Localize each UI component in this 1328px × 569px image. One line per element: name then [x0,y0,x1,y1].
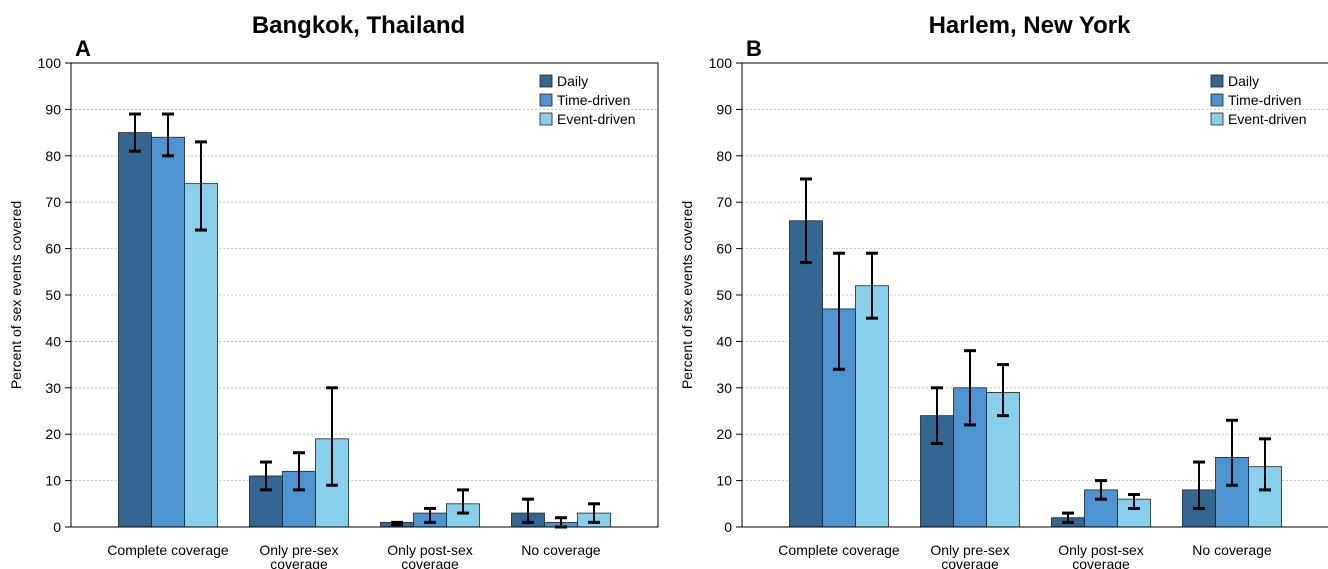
legend-label: Daily [1228,73,1259,89]
error-bar [964,349,976,427]
y-tick-label: 50 [45,287,61,303]
chart-title: Harlem, New York [929,12,1132,39]
error-bar [1095,479,1107,501]
error-bar [260,460,272,492]
legend-swatch [1210,93,1224,107]
x-tick-label: coverage [270,556,328,569]
y-tick-label: 90 [45,101,61,117]
y-tick-label: 0 [724,519,732,535]
error-bar [293,451,305,492]
x-tick-label: coverage [401,556,459,569]
x-tick-label: Complete coverage [107,542,229,558]
y-tick-label: 20 [45,426,61,442]
error-bar [997,363,1009,418]
y-tick-label: 60 [45,241,61,257]
error-bar [931,386,943,445]
y-tick-label: 90 [716,101,732,117]
y-tick-label: 20 [716,426,732,442]
x-tick-label: Only post-sex [387,542,473,558]
y-tick-label: 70 [45,194,61,210]
error-bar [195,140,207,232]
error-bar [1128,493,1140,510]
error-bar [1259,437,1271,492]
legend-swatch [539,112,553,126]
bar [855,285,889,528]
x-tick-label: No coverage [1192,542,1272,558]
bar [118,132,152,528]
legend-label: Event-driven [557,111,636,127]
y-axis-label: Percent of sex events covered [8,201,24,389]
error-bar [326,386,338,487]
error-bar [1193,460,1205,510]
y-tick-label: 70 [716,194,732,210]
y-tick-label: 10 [45,473,61,489]
legend-swatch [1210,74,1224,88]
y-tick-label: 40 [716,333,732,349]
panel-label: A [75,36,91,61]
y-tick-label: 40 [45,333,61,349]
x-tick-label: coverage [941,556,999,569]
y-tick-label: 10 [716,473,732,489]
legend-label: Time-driven [1228,92,1301,108]
legend-swatch [539,74,553,88]
bar [151,136,185,528]
legend-label: Event-driven [1228,111,1307,127]
error-bar [162,112,174,158]
x-tick-label: Complete coverage [778,542,900,558]
y-tick-label: 30 [716,380,732,396]
error-bar [800,177,812,265]
y-tick-label: 80 [716,148,732,164]
error-bar [1226,418,1238,487]
y-tick-label: 30 [45,380,61,396]
error-bar [129,112,141,153]
y-tick-label: 80 [45,148,61,164]
error-bar [866,251,878,320]
error-bar [522,497,534,524]
plot-frame [70,62,659,528]
error-bar [833,251,845,371]
chart-title: Bangkok, Thailand [252,12,465,39]
error-bar [424,506,436,524]
x-tick-label: Only pre-sex [259,542,338,558]
plot-frame [741,62,1328,528]
error-bar [1062,511,1074,524]
y-tick-label: 100 [38,55,62,71]
error-bar [391,520,403,527]
y-tick-label: 0 [53,519,61,535]
y-tick-label: 60 [716,241,732,257]
x-tick-label: coverage [1072,556,1130,569]
panel-label: B [746,36,762,61]
x-tick-label: Only post-sex [1058,542,1144,558]
legend-label: Daily [557,73,588,89]
y-axis-label: Percent of sex events covered [679,201,695,389]
bar [184,183,218,528]
legend-swatch [1210,112,1224,126]
y-tick-label: 50 [716,287,732,303]
error-bar [588,502,600,524]
x-tick-label: Only pre-sex [930,542,1009,558]
x-tick-label: No coverage [521,542,601,558]
legend-swatch [539,93,553,107]
legend-label: Time-driven [557,92,630,108]
error-bar [457,488,469,515]
bar [789,220,823,528]
y-tick-label: 100 [709,55,733,71]
